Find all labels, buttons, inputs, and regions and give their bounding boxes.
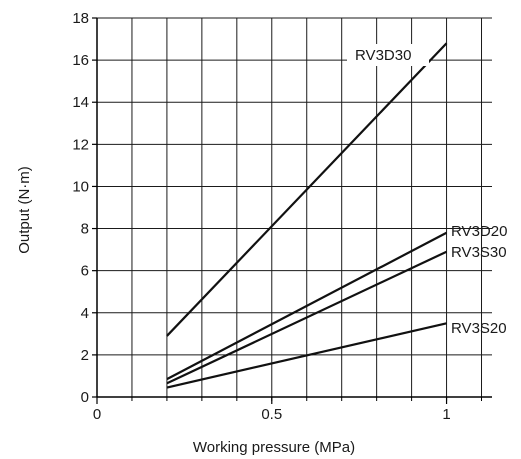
series-label-background	[347, 44, 429, 66]
series-lines	[166, 42, 448, 389]
series-label-rv3s30: RV3S30	[451, 244, 507, 261]
x-tick-label: 0.5	[261, 406, 282, 423]
x-tick-label: 0	[93, 406, 101, 423]
y-tick-label: 6	[81, 263, 89, 280]
x-tick-label: 1	[442, 406, 450, 423]
series-line-rv3s20	[166, 322, 447, 389]
y-tick-label: 10	[72, 178, 89, 195]
y-tick-label: 14	[72, 94, 89, 111]
y-axis-title: Output (N·m)	[16, 166, 33, 254]
y-tick-label: 18	[72, 10, 89, 27]
series-label-rv3d20: RV3D20	[451, 223, 507, 240]
series-line-rv3d30	[166, 42, 448, 337]
y-tick-label: 12	[72, 136, 89, 153]
grid	[97, 17, 492, 397]
y-tick-label: 16	[72, 52, 89, 69]
axes	[96, 18, 492, 398]
series-line-rv3s30	[166, 250, 448, 385]
ticks: 0 2 4 6 8 10 12 14 16 18 0 0.5 1	[72, 10, 483, 423]
y-tick-label: 4	[81, 305, 89, 322]
series-line-rv3d20	[166, 231, 448, 381]
series-label-rv3s20: RV3S20	[451, 320, 507, 337]
series-label-rv3d30: RV3D30	[355, 47, 411, 64]
x-axis-title: Working pressure (MPa)	[193, 439, 355, 456]
y-tick-label: 8	[81, 221, 89, 238]
y-tick-label: 2	[81, 347, 89, 364]
series-labels: RV3D30 RV3D20 RV3S30 RV3S20	[347, 44, 507, 337]
y-tick-label: 0	[81, 389, 89, 406]
